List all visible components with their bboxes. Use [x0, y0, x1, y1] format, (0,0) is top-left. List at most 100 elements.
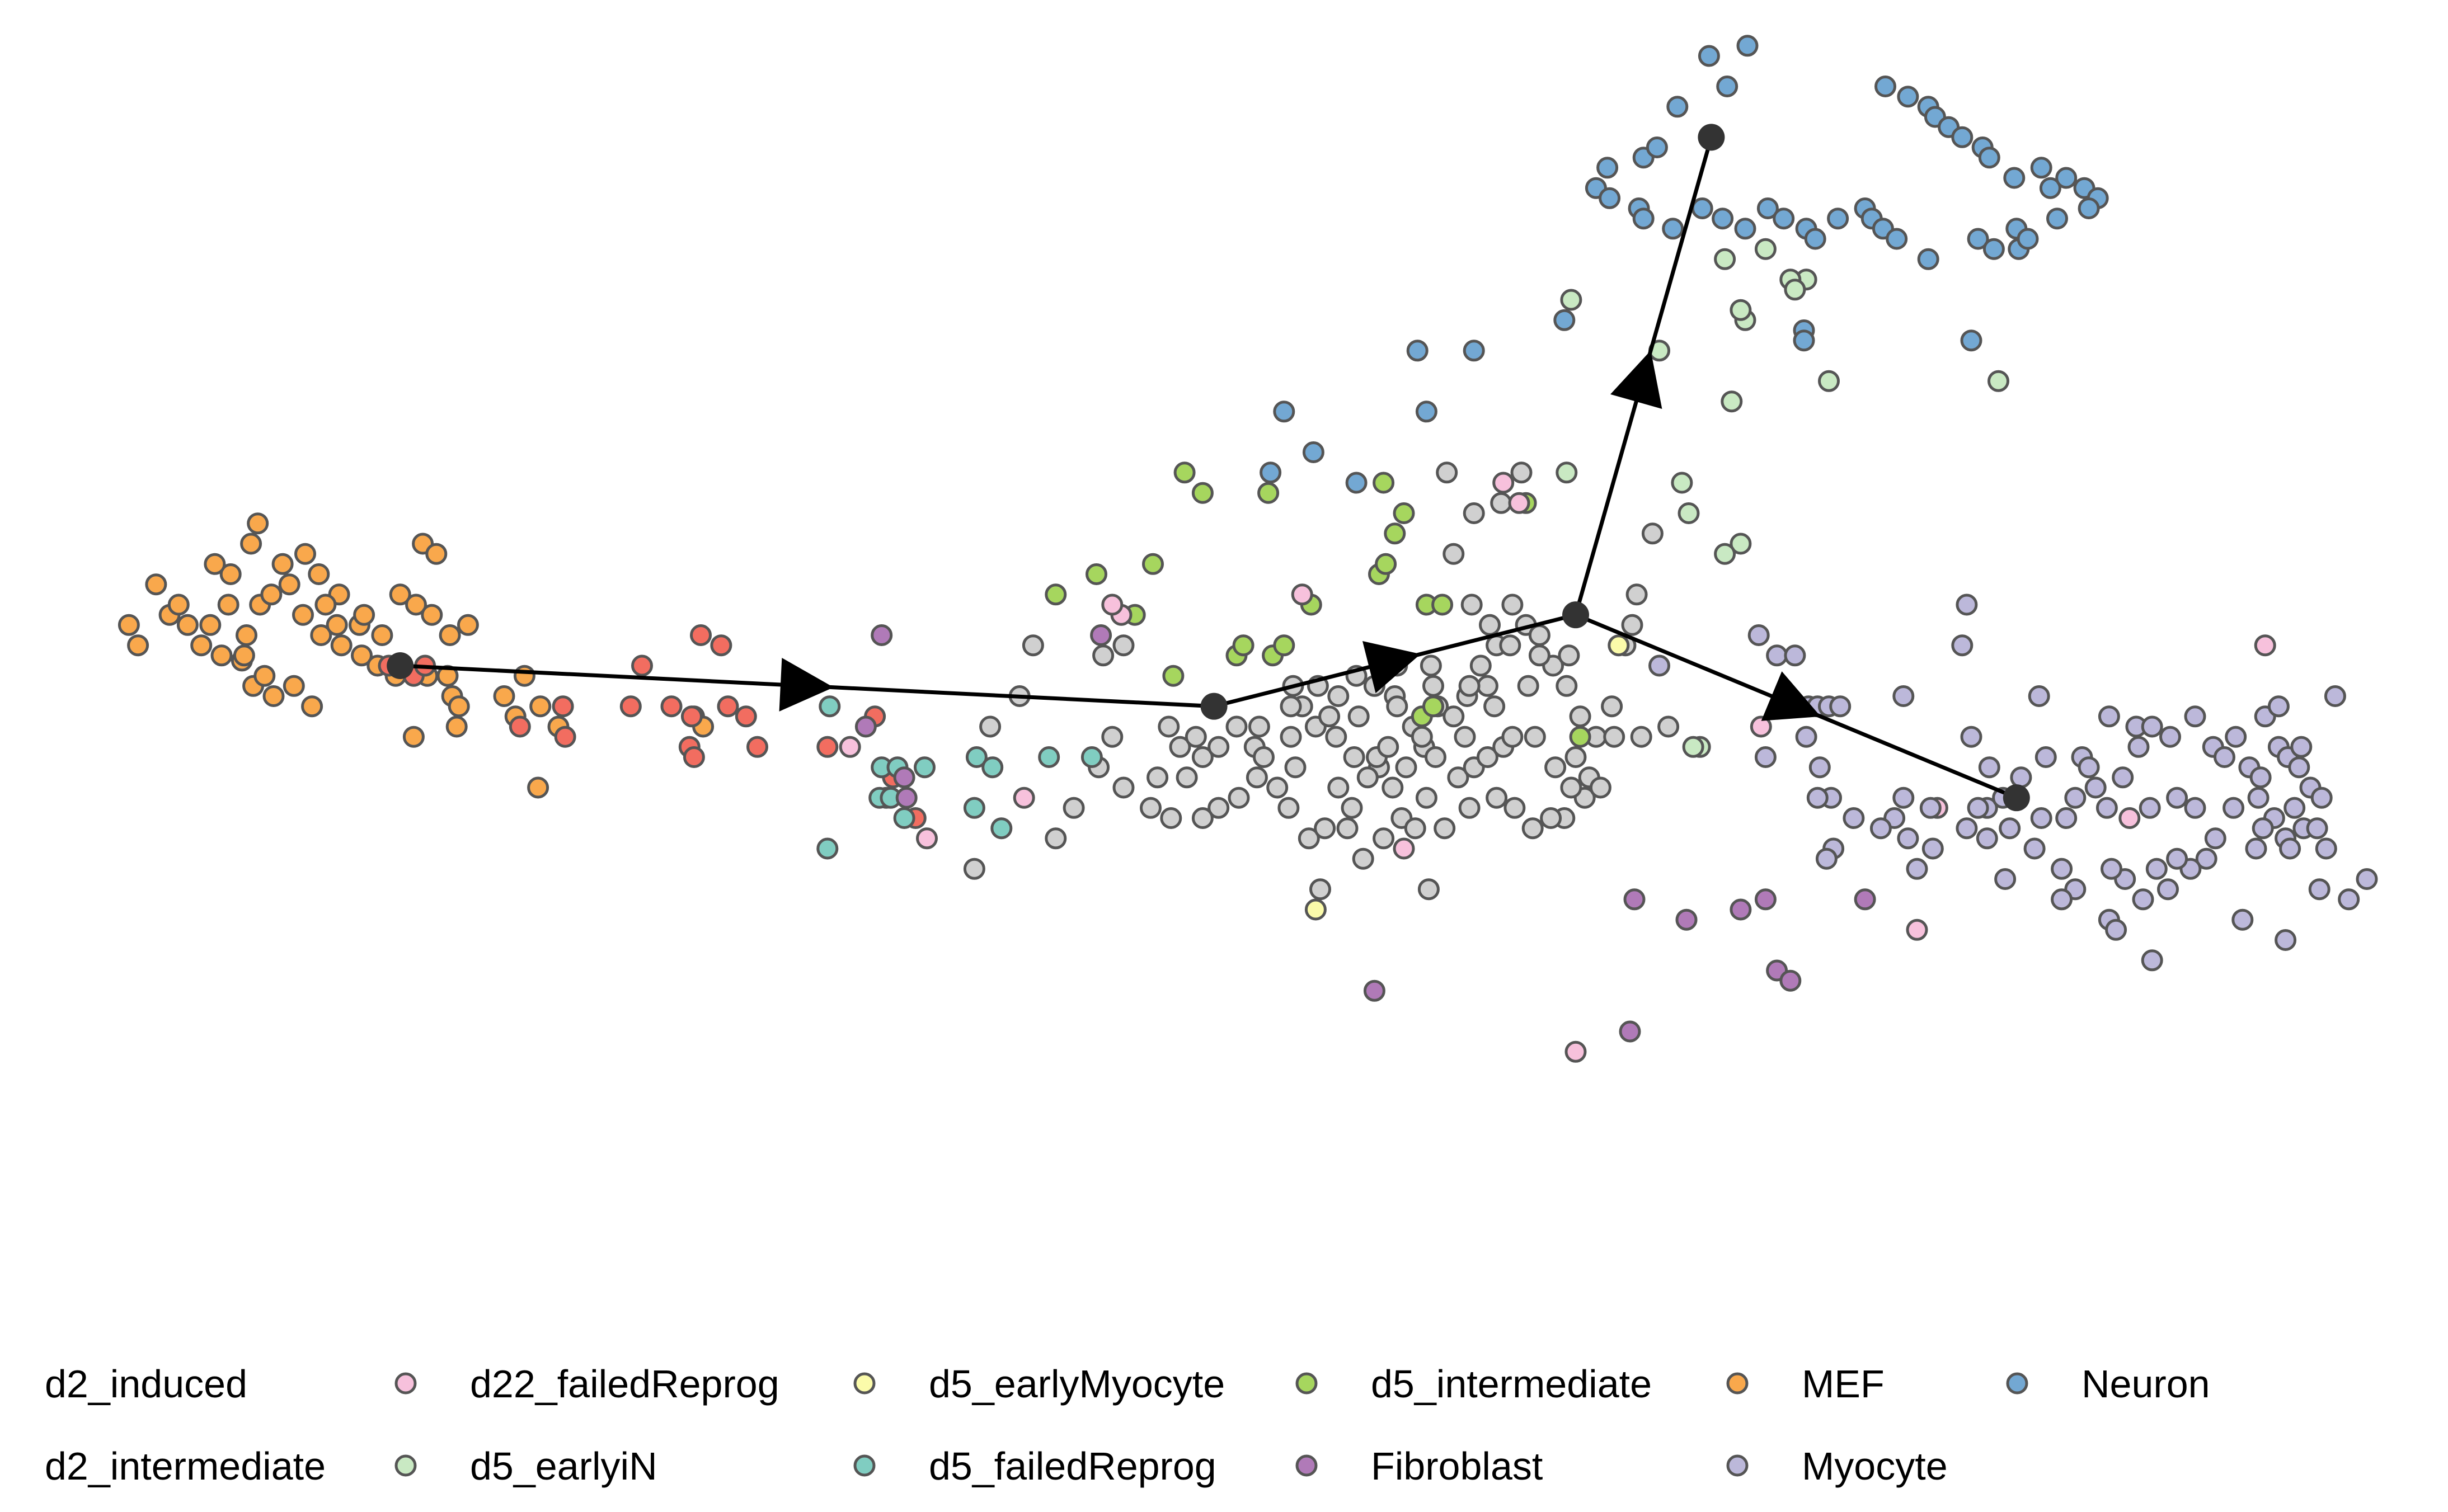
legend-key-d5-earlymyocyte: [853, 1372, 876, 1395]
point-neuron-55: [1260, 461, 1282, 484]
point-d2-induced-27: [1501, 594, 1524, 616]
point-d5-intermediate-23: [1273, 634, 1295, 657]
point-myocyte-58: [2023, 837, 2046, 860]
point-neuron-51: [1463, 340, 1485, 362]
legend-label-neuron: Neuron: [2081, 1362, 2210, 1406]
point-myocyte-85: [2306, 817, 2328, 840]
point-myocyte-21: [2064, 786, 2087, 809]
point-d5-intermediate-17: [1232, 634, 1254, 657]
point-d2-induced-83: [1352, 847, 1374, 870]
point-fibroblast-8: [1675, 908, 1698, 931]
point-d2-intermediate-20: [554, 726, 576, 748]
point-neuron-23: [1886, 228, 1908, 250]
point-d2-induced-104: [1314, 817, 1336, 840]
point-d2-induced-67: [1341, 797, 1363, 819]
point-neuron-52: [1273, 401, 1295, 423]
point-mef-28: [301, 695, 323, 718]
point-d2-induced-125: [1277, 797, 1300, 819]
trajectory-milestones: [387, 124, 2030, 812]
point-neuron-10: [1632, 208, 1655, 230]
point-neuron-39: [2078, 197, 2100, 219]
point-mef-40: [199, 614, 222, 636]
point-d2-intermediate-11: [683, 746, 705, 768]
point-neuron-6: [1596, 157, 1619, 179]
milestone-m5: [2003, 784, 2030, 812]
point-d22-failedreprog-10: [1750, 715, 1772, 738]
point-d2-induced-16: [1327, 685, 1350, 707]
point-myocyte-74: [1967, 797, 1989, 819]
point-d2-induced-44: [1460, 594, 1483, 616]
point-d2-induced-114: [1589, 776, 1611, 799]
point-d2-induced-97: [979, 715, 1002, 738]
point-mef-9: [262, 685, 285, 707]
point-myocyte-59: [1994, 868, 2017, 890]
point-mef-38: [294, 543, 316, 565]
point-mef-39: [233, 644, 255, 667]
point-d2-intermediate-8: [690, 624, 712, 646]
point-mef-45: [425, 543, 448, 565]
point-d2-induced-71: [1458, 797, 1481, 819]
legend-item-neuron: Neuron: [2006, 1362, 2210, 1406]
point-d2-induced-50: [1483, 695, 1506, 718]
point-myocyte-26: [2098, 705, 2120, 728]
point-d2-induced-23: [1443, 705, 1465, 728]
point-myocyte-9: [1754, 746, 1777, 768]
point-d5-failedreprog-8: [963, 797, 985, 819]
point-d5-intermediate-13: [1431, 594, 1454, 616]
point-d2-induced-46: [1499, 634, 1521, 657]
point-d5-intermediate-22: [1569, 726, 1591, 748]
point-fibroblast-13: [1854, 888, 1876, 911]
point-d2-induced-92: [1386, 695, 1408, 718]
point-d2-induced-123: [1411, 726, 1433, 748]
milestone-m3: [1562, 601, 1589, 629]
point-neuron-15: [1756, 197, 1779, 219]
point-myocyte-41: [2310, 786, 2333, 809]
point-fibroblast-2: [893, 766, 915, 789]
point-neuron-35: [2039, 177, 2061, 199]
point-myocyte-39: [2288, 756, 2310, 779]
point-d5-earlymyocyte-1: [1608, 634, 1630, 657]
point-neuron-33: [2003, 167, 2026, 189]
milestone-m2: [1200, 693, 1228, 720]
point-myocyte-86: [2315, 837, 2337, 860]
point-mef-53: [493, 685, 515, 707]
series-d5-intermediate: [1045, 461, 1591, 748]
point-d2-induced-69: [1415, 786, 1437, 809]
point-d2-induced-86: [1417, 878, 1440, 901]
point-myocyte-62: [1921, 837, 1944, 860]
point-d2-induced-37: [1625, 583, 1648, 606]
series-d22-failedreprog: [839, 472, 2276, 1063]
point-d2-intermediate-13: [735, 705, 757, 728]
point-neuron-1: [1716, 76, 1738, 97]
point-d2-induced-4: [1147, 766, 1169, 789]
legend-label-d5-failedreprog: d5_failedReprog: [929, 1444, 1216, 1488]
legend-label-myocyte: Myocyte: [1802, 1444, 1948, 1488]
point-d2-induced-32: [1569, 705, 1591, 728]
point-neuron-32: [1978, 147, 2000, 169]
point-d2-induced-85: [1404, 817, 1426, 840]
legend-label-fibroblast: Fibroblast: [1371, 1444, 1543, 1488]
point-neuron-42: [1967, 228, 1989, 250]
legend-key-d5-earlyin: [394, 1454, 417, 1477]
point-mef-49: [448, 695, 470, 718]
point-d2-intermediate-12: [717, 695, 739, 718]
point-d5-intermediate-10: [1375, 553, 1397, 575]
point-d5-earlyin-14: [1784, 279, 1806, 301]
point-mef-51: [326, 614, 348, 636]
point-myocyte-51: [2166, 847, 2188, 870]
point-myocyte-98: [2231, 908, 2254, 931]
point-myocyte-24: [2112, 766, 2134, 789]
point-d2-induced-45: [1479, 614, 1501, 636]
point-neuron-2: [1698, 45, 1720, 67]
point-d5-failedreprog-0: [819, 695, 841, 718]
legend-key-mef: [1726, 1372, 1749, 1395]
point-d22-failedreprog-0: [839, 736, 861, 758]
point-myocyte-31: [2184, 705, 2206, 728]
point-myocyte-23: [2084, 776, 2107, 799]
point-d2-induced-89: [1280, 695, 1302, 718]
point-d5-earlyin-9: [1754, 238, 1777, 260]
point-neuron-48: [1960, 329, 1982, 352]
point-d2-induced-42: [1436, 461, 1458, 484]
point-d2-induced-101: [1092, 644, 1115, 667]
point-myocyte-77: [2055, 807, 2078, 829]
